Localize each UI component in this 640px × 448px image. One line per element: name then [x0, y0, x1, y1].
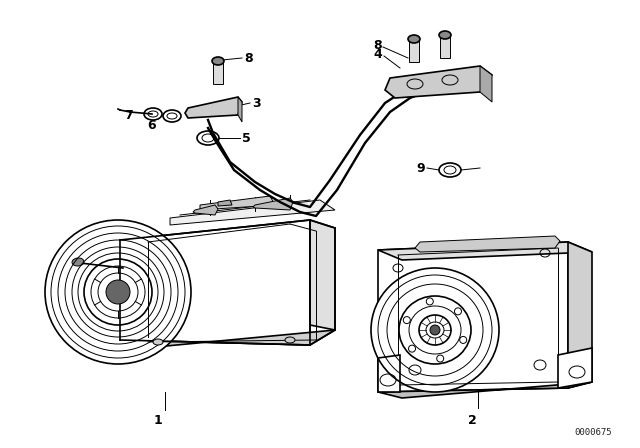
Text: 7: 7 [124, 108, 133, 121]
Text: 8: 8 [373, 39, 382, 52]
Polygon shape [378, 242, 592, 260]
Ellipse shape [212, 57, 224, 65]
Polygon shape [378, 355, 400, 392]
Ellipse shape [430, 325, 440, 335]
Text: 0000675: 0000675 [574, 427, 612, 436]
Bar [409, 40, 419, 62]
Polygon shape [185, 97, 242, 118]
Text: 5: 5 [242, 132, 251, 145]
Ellipse shape [72, 258, 84, 266]
Text: 3: 3 [252, 96, 260, 109]
Polygon shape [200, 196, 275, 210]
Bar [213, 62, 223, 84]
Polygon shape [253, 198, 293, 210]
Ellipse shape [371, 268, 499, 392]
Polygon shape [480, 66, 492, 102]
Polygon shape [378, 242, 568, 392]
Ellipse shape [439, 31, 451, 39]
Polygon shape [193, 205, 218, 215]
Ellipse shape [153, 339, 163, 345]
Polygon shape [120, 220, 310, 345]
Polygon shape [415, 236, 560, 252]
Text: 4: 4 [373, 47, 382, 60]
Polygon shape [170, 200, 335, 225]
Polygon shape [120, 330, 335, 348]
Polygon shape [568, 242, 592, 388]
Text: 1: 1 [154, 414, 163, 426]
Polygon shape [238, 97, 242, 122]
Ellipse shape [106, 280, 130, 304]
Ellipse shape [285, 337, 295, 343]
Polygon shape [385, 66, 492, 98]
Polygon shape [378, 382, 592, 398]
Polygon shape [558, 348, 592, 388]
Polygon shape [218, 200, 232, 206]
Text: 8: 8 [244, 52, 253, 65]
Ellipse shape [408, 35, 420, 43]
Text: 2: 2 [468, 414, 476, 426]
Bar [440, 36, 450, 58]
Ellipse shape [45, 220, 191, 364]
Text: 6: 6 [148, 119, 156, 132]
Text: 9: 9 [417, 161, 425, 175]
Polygon shape [310, 220, 335, 330]
